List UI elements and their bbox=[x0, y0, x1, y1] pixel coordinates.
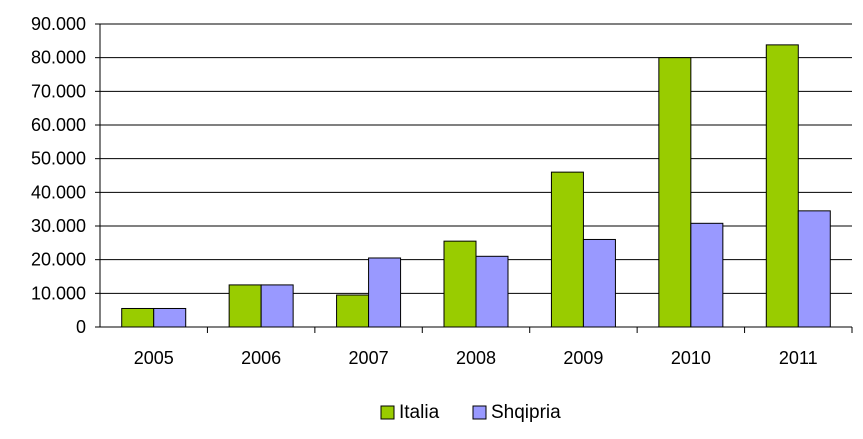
y-tick-label: 50.000 bbox=[31, 149, 86, 169]
legend-label-shqipria: Shqipria bbox=[491, 402, 561, 423]
x-tick-label: 2009 bbox=[563, 348, 603, 368]
bars bbox=[121, 44, 831, 328]
legend-swatch-shqipria bbox=[472, 405, 487, 420]
bar-italia-2005 bbox=[121, 307, 155, 328]
bar-shqipria-2011 bbox=[797, 210, 831, 328]
x-tick-label: 2011 bbox=[779, 348, 818, 368]
y-tick-label: 90.000 bbox=[31, 14, 86, 34]
x-tick-labels: 2005 2006 2007 2008 2009 2010 2011 bbox=[134, 348, 818, 368]
y-tick-label: 80.000 bbox=[31, 48, 86, 68]
y-tick-label: 40.000 bbox=[31, 182, 86, 202]
legend-swatch-italia bbox=[380, 405, 395, 420]
bar-shqipria-2010 bbox=[690, 222, 724, 328]
legend: Italia Shqipria bbox=[380, 402, 561, 423]
y-tick-label: 0 bbox=[76, 317, 86, 337]
x-tick-label: 2010 bbox=[671, 348, 711, 368]
bar-shqipria-2007 bbox=[368, 257, 402, 328]
legend-label-italia: Italia bbox=[399, 402, 440, 423]
bar-shqipria-2009 bbox=[582, 238, 616, 328]
bar-shqipria-2005 bbox=[153, 307, 187, 328]
bar-italia-2011 bbox=[765, 44, 799, 328]
y-tick-label: 20.000 bbox=[31, 250, 86, 270]
y-tick-labels: 0 10.000 20.000 30.000 40.000 50.000 60.000 70.… bbox=[31, 14, 86, 337]
x-tick-label: 2005 bbox=[134, 348, 174, 368]
axes bbox=[95, 23, 853, 333]
x-tick-label: 2007 bbox=[349, 348, 389, 368]
y-tick-label: 60.000 bbox=[31, 115, 86, 135]
y-tick-label: 30.000 bbox=[31, 216, 86, 236]
bar-italia-2010 bbox=[658, 57, 692, 328]
bar-shqipria-2006 bbox=[260, 284, 294, 328]
bar-italia-2009 bbox=[550, 171, 584, 328]
x-tick-label: 2008 bbox=[456, 348, 496, 368]
bar-italia-2006 bbox=[228, 284, 262, 328]
y-tick-label: 10.000 bbox=[31, 283, 86, 303]
bar-italia-2008 bbox=[443, 240, 477, 328]
y-tick-label: 70.000 bbox=[31, 81, 86, 101]
bar-italia-2007 bbox=[336, 294, 370, 328]
x-tick-label: 2006 bbox=[241, 348, 281, 368]
gridlines bbox=[100, 23, 852, 294]
bar-shqipria-2008 bbox=[475, 255, 509, 328]
